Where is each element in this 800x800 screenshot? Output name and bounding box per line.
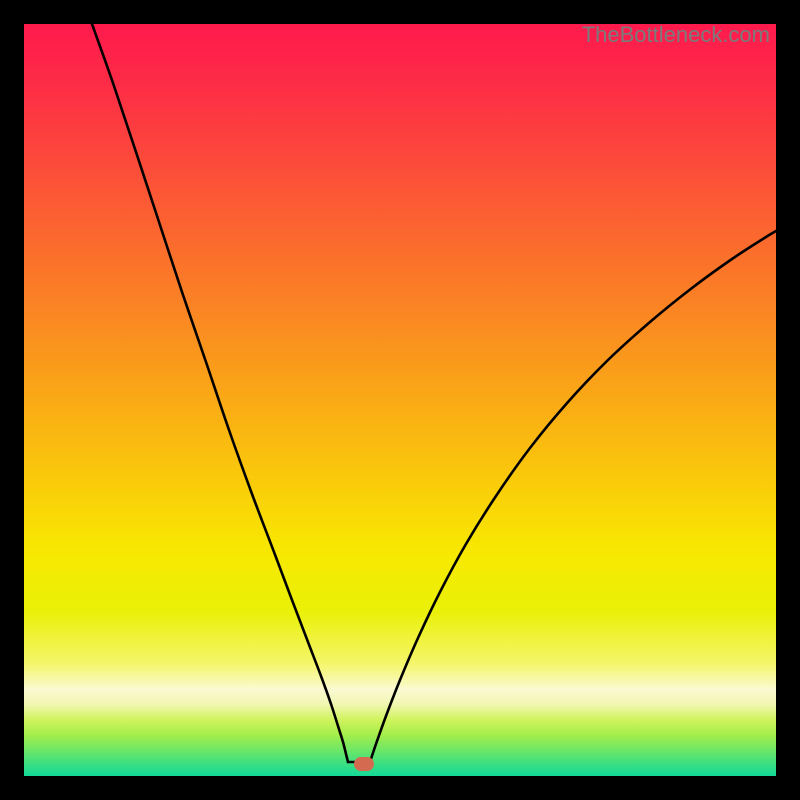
plot-area: TheBottleneck.com: [24, 24, 776, 776]
curve-right-branch: [370, 231, 776, 762]
bottleneck-curve: [24, 24, 776, 776]
trough-marker: [354, 757, 374, 771]
chart-frame: TheBottleneck.com: [0, 0, 800, 800]
curve-left-branch: [92, 24, 348, 762]
